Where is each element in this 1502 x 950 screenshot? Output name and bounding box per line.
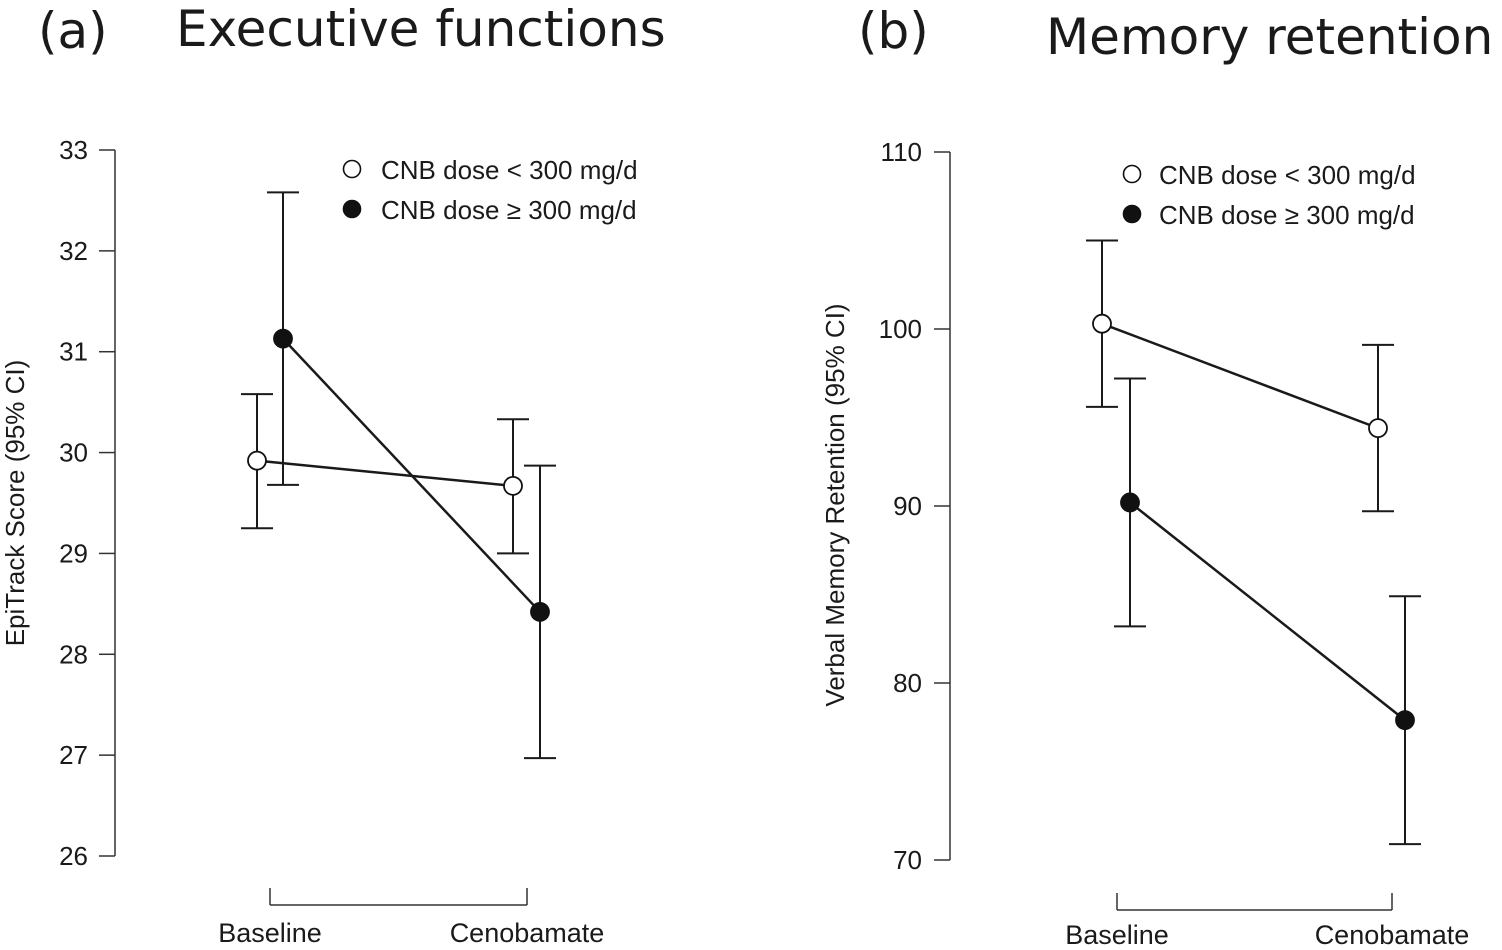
legend-label: CNB dose ≥ 300 mg/d <box>1159 200 1415 230</box>
y-tick-label: 29 <box>59 538 88 568</box>
panel-a-title: Executive functions <box>176 0 666 58</box>
panel-a-y-axis-title: EpiTrack Score (95% CI) <box>0 360 30 647</box>
panel-b-y-axis-title: Verbal Memory Retention (95% CI) <box>820 303 850 706</box>
x-tick-label: Cenobamate <box>450 918 605 948</box>
x-tick-label: Baseline <box>1065 920 1169 950</box>
y-tick-label: 33 <box>59 135 88 165</box>
panel-b-label: (b) <box>858 2 929 60</box>
legend-marker <box>1122 204 1142 224</box>
legend-label: CNB dose < 300 mg/d <box>1159 160 1416 190</box>
legend-marker <box>1122 164 1142 184</box>
data-point <box>1395 710 1415 731</box>
panel-a-plot: 26 27 28 29 30 31 32 33 Baseline Cenobamate CNB do… <box>59 135 637 948</box>
y-tick-label: 100 <box>879 314 922 344</box>
y-tick-label: 30 <box>59 438 88 468</box>
series-line <box>1101 322 1379 430</box>
data-point <box>503 475 523 496</box>
panel-b-title: Memory retention <box>1046 8 1493 66</box>
panel-a-label: (a) <box>38 2 108 60</box>
legend-marker <box>342 199 362 219</box>
x-tick-label: Baseline <box>218 918 322 948</box>
y-tick-label: 110 <box>881 137 922 167</box>
panel-b-plot: 70 80 90 100 110 Baseline Cenobamate CNB dose <… <box>879 137 1470 950</box>
data-point <box>1368 418 1388 439</box>
y-tick-label: 80 <box>893 668 922 698</box>
y-tick-label: 90 <box>893 491 922 521</box>
panel-a: (a) Executive functions EpiTrack Score (… <box>0 0 666 948</box>
legend-marker <box>342 159 362 179</box>
data-point <box>273 328 293 349</box>
data-point <box>247 450 267 471</box>
y-tick-label: 32 <box>59 236 88 266</box>
legend-label: CNB dose ≥ 300 mg/d <box>381 195 637 225</box>
y-tick-label: 28 <box>59 639 88 669</box>
data-point <box>1120 492 1140 513</box>
y-tick-label: 26 <box>59 841 88 871</box>
data-point <box>1092 313 1112 334</box>
series-line <box>282 337 541 613</box>
panel-b: (b) Memory retention Verbal Memory Reten… <box>820 2 1493 950</box>
x-tick-label: Cenobamate <box>1315 920 1470 950</box>
legend-label: CNB dose < 300 mg/d <box>381 155 638 185</box>
series-line <box>256 459 514 488</box>
series-line <box>1129 501 1406 722</box>
y-tick-label: 31 <box>59 337 88 367</box>
data-point <box>530 602 550 622</box>
y-tick-label: 70 <box>893 845 922 875</box>
y-tick-label: 27 <box>59 740 88 770</box>
